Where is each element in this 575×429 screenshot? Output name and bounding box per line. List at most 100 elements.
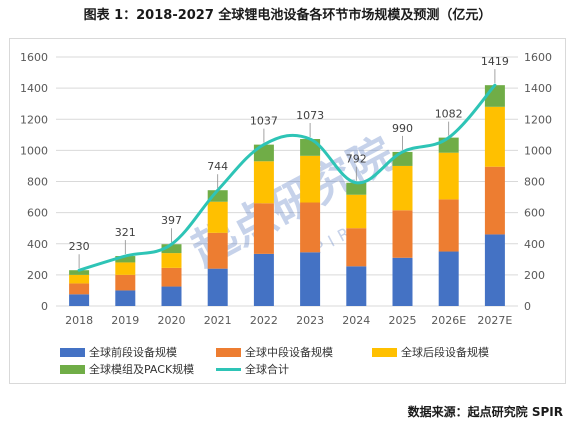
bar-segment-pack <box>392 151 413 166</box>
bar-segment-back <box>69 274 90 284</box>
bar-segment-back <box>438 152 459 200</box>
y-tick-label: 1400 <box>20 82 48 95</box>
x-tick-label: 2023 <box>296 314 324 327</box>
bar-segment-front <box>438 251 459 306</box>
chart-title: 图表 1：2018-2027 全球锂电池设备各环节市场规模及预测（亿元） <box>83 8 492 23</box>
data-label: 1419 <box>481 55 509 68</box>
y-tick-label: 800 <box>27 176 48 189</box>
bar-segment-pack <box>207 190 228 202</box>
bar-segment-front <box>484 234 505 306</box>
data-label: 1082 <box>435 108 463 121</box>
y2-tick-label: 1600 <box>524 51 552 64</box>
bar-segment-back <box>253 161 274 204</box>
bars <box>69 85 505 306</box>
data-label: 397 <box>161 214 182 227</box>
bar-segment-front <box>253 253 274 306</box>
x-tick-label: 2027E <box>477 314 512 327</box>
x-tick-label: 2022 <box>250 314 278 327</box>
data-labels: 230 321 397 744 1037 1073 792 990 1082 1419 <box>69 55 509 269</box>
bar-segment-middle <box>253 203 274 254</box>
bar-segment-middle <box>115 274 136 291</box>
bar-segment-back <box>392 165 413 211</box>
bar-segment-front <box>346 266 367 306</box>
legend-swatch-middle <box>216 347 241 357</box>
data-label: 321 <box>115 226 136 239</box>
x-tick-label: 2018 <box>65 314 93 327</box>
data-label: 990 <box>392 122 413 135</box>
bar-segment-pack <box>253 144 274 162</box>
bar-segment-back <box>115 262 136 275</box>
x-tick-label: 2021 <box>204 314 232 327</box>
y2-tick-label: 1000 <box>524 144 552 157</box>
y-tick-label: 400 <box>27 238 48 251</box>
legend-label-front: 全球前段设备规模 <box>89 346 177 359</box>
bar-segment-pack <box>161 244 182 254</box>
legend-label-back: 全球后段设备规模 <box>401 346 489 359</box>
legend-label-middle: 全球中段设备规模 <box>245 346 333 359</box>
x-tick-label: 2025 <box>389 314 417 327</box>
legend-label-total: 全球合计 <box>245 363 289 376</box>
y2-tick-label: 400 <box>524 238 545 251</box>
x-tick-label: 2026E <box>431 314 466 327</box>
bar-segment-front <box>392 257 413 306</box>
x-tick-label: 2019 <box>111 314 139 327</box>
bar-segment-back <box>300 155 321 203</box>
data-label: 230 <box>69 240 90 253</box>
bar-segment-middle <box>69 283 90 295</box>
legend-swatch-total <box>216 367 241 371</box>
data-label: 744 <box>207 160 228 173</box>
y2-tick-label: 1200 <box>524 113 552 126</box>
data-label: 792 <box>346 153 367 166</box>
total-line <box>77 83 497 272</box>
legend-swatch-pack <box>60 364 85 374</box>
y2-tick-label: 0 <box>524 300 531 313</box>
legend-item-back: 全球后段设备规模 <box>372 344 489 360</box>
y-tick-label: 200 <box>27 269 48 282</box>
legend-item-pack: 全球模组及PACK规模 <box>60 361 194 377</box>
bar-segment-middle <box>438 199 459 252</box>
y2-tick-label: 800 <box>524 176 545 189</box>
bar-segment-front <box>115 290 136 306</box>
bar-segment-pack <box>346 182 367 195</box>
bar-segment-middle <box>300 202 321 253</box>
y-tick-label: 1000 <box>20 144 48 157</box>
legend-label-pack: 全球模组及PACK规模 <box>89 363 195 376</box>
total-line-path <box>77 83 497 272</box>
y-tick-label: 0 <box>41 300 48 313</box>
y-tick-label: 1600 <box>20 51 48 64</box>
bar-segment-back <box>207 201 228 233</box>
data-label: 1037 <box>250 115 278 128</box>
legend-item-middle: 全球中段设备规模 <box>216 344 333 360</box>
bar-segment-middle <box>207 232 228 269</box>
bar-segment-back <box>346 194 367 229</box>
bar-segment-middle <box>161 267 182 287</box>
bar-segment-front <box>161 286 182 306</box>
bar-segment-back <box>161 253 182 268</box>
legend-item-total: 全球合计 <box>216 361 289 377</box>
legend-item-front: 全球前段设备规模 <box>60 344 177 360</box>
y2-tick-label: 600 <box>524 207 545 220</box>
bar-segment-back <box>484 106 505 167</box>
bar-segment-pack <box>438 137 459 153</box>
bar-segment-pack <box>69 270 90 275</box>
bar-segment-front <box>69 294 90 306</box>
bar-segment-middle <box>346 228 367 267</box>
bar-segment-front <box>207 268 228 306</box>
chart-frame <box>9 38 566 384</box>
y2-tick-label: 1400 <box>524 82 552 95</box>
bar-segment-pack <box>300 139 321 156</box>
source-note: 数据来源：起点研究院 SPIR <box>407 405 563 419</box>
data-label: 1073 <box>296 109 324 122</box>
axes: 0 0 200 200 400 400 600 600 800 800 1000 1000 1200 12… <box>20 51 552 327</box>
x-tick-label: 2024 <box>342 314 370 327</box>
legend-swatch-back <box>372 347 397 357</box>
bar-segment-middle <box>484 166 505 235</box>
y2-tick-label: 200 <box>524 269 545 282</box>
x-tick-label: 2020 <box>158 314 186 327</box>
y-tick-label: 600 <box>27 207 48 220</box>
y-tick-label: 1200 <box>20 113 48 126</box>
bar-segment-pack <box>115 256 136 263</box>
bar-segment-middle <box>392 210 413 258</box>
legend-swatch-front <box>60 347 85 357</box>
